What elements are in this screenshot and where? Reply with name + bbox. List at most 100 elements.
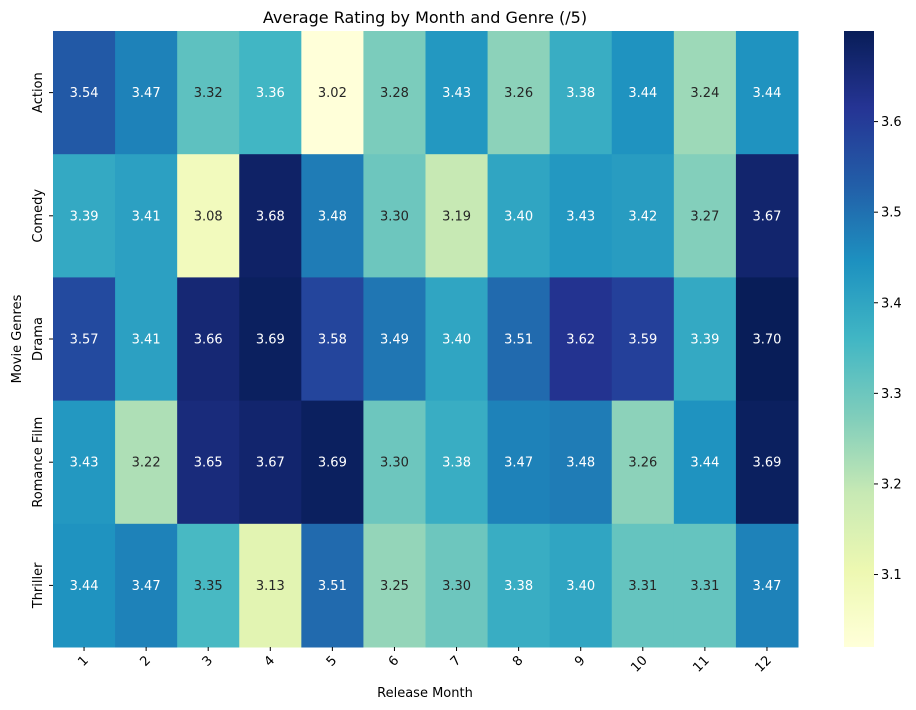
cell-value-label: 3.38 <box>504 579 533 594</box>
x-axis-ticks: 1 2 3 4 5 6 7 8 9 10 11 12 <box>75 647 775 676</box>
heatmap-cell <box>115 31 178 155</box>
cell-value-label: 3.08 <box>194 209 223 224</box>
cell-value-label: 3.13 <box>256 579 285 594</box>
heatmap-cells: 3.54 3.47 3.32 3.36 3.02 3.28 3.43 3.26 3.38 3.44… <box>53 31 799 648</box>
heatmap-cell <box>53 277 116 402</box>
heatmap-cell <box>611 277 675 402</box>
cell-value-label: 3.58 <box>318 333 347 348</box>
cell-value-label: 3.30 <box>380 209 409 224</box>
cell-value-label: 3.70 <box>752 333 781 348</box>
chart-title: Average Rating by Month and Genre (/5) <box>263 8 587 27</box>
heatmap-cell <box>177 523 240 648</box>
heatmap-cell <box>301 154 364 278</box>
cell-value-label: 3.48 <box>566 456 595 471</box>
y-tick-label: Thriller <box>31 562 46 609</box>
cell-value-label: 3.49 <box>380 333 409 348</box>
heatmap-cell <box>611 31 675 155</box>
cell-value-label: 3.65 <box>194 456 223 471</box>
heatmap-cell <box>735 400 799 525</box>
cell-value-label: 3.47 <box>752 579 781 594</box>
colorbar-tick-label: 3.3 <box>881 387 902 402</box>
x-tick-label: 10 <box>628 653 650 675</box>
cell-value-label: 3.44 <box>628 86 657 101</box>
heatmap-cell <box>487 400 551 525</box>
heatmap-cell <box>425 277 489 402</box>
heatmap-cell <box>239 154 302 278</box>
cell-value-label: 3.44 <box>70 579 99 594</box>
cell-value-label: 3.66 <box>194 333 223 348</box>
cell-value-label: 3.26 <box>628 456 657 471</box>
heatmap-cell <box>425 31 489 155</box>
heatmap-cell <box>177 400 240 525</box>
cell-value-label: 3.54 <box>70 86 99 101</box>
cell-value-label: 3.43 <box>442 86 471 101</box>
cell-value-label: 3.39 <box>70 209 99 224</box>
heatmap-cell <box>735 523 799 648</box>
y-tick-label: Action <box>31 72 46 113</box>
cell-value-label: 3.47 <box>132 86 161 101</box>
cell-value-label: 3.44 <box>752 86 781 101</box>
cell-value-label: 3.57 <box>70 333 99 348</box>
cell-value-label: 3.59 <box>628 333 657 348</box>
cell-value-label: 3.24 <box>690 86 719 101</box>
heatmap-cell <box>735 277 799 402</box>
cell-value-label: 3.47 <box>504 456 533 471</box>
cell-value-label: 3.27 <box>690 209 719 224</box>
cell-value-label: 3.69 <box>318 456 347 471</box>
heatmap-cell <box>735 31 799 155</box>
x-tick-label: 3 <box>200 653 216 669</box>
colorbar-tick-label: 3.1 <box>881 568 902 583</box>
cell-value-label: 3.62 <box>566 333 595 348</box>
heatmap-cell <box>487 523 551 648</box>
cell-value-label: 3.47 <box>132 579 161 594</box>
heatmap-cell <box>115 154 178 278</box>
cell-value-label: 3.69 <box>752 456 781 471</box>
cell-value-label: 3.51 <box>504 333 533 348</box>
colorbar <box>844 31 874 647</box>
cell-value-label: 3.39 <box>690 333 719 348</box>
cell-value-label: 3.26 <box>504 86 533 101</box>
heatmap-cell <box>239 400 302 525</box>
heatmap-cell <box>549 277 613 402</box>
heatmap-cell <box>53 154 116 278</box>
heatmap-cell <box>177 154 240 278</box>
y-axis-ticks: Action Comedy Drama Romance Film Thriller <box>31 72 53 609</box>
heatmap-cell <box>301 277 364 402</box>
cell-value-label: 3.19 <box>442 209 471 224</box>
cell-value-label: 3.67 <box>752 209 781 224</box>
cell-value-label: 3.51 <box>318 579 347 594</box>
heatmap-cell <box>673 277 737 402</box>
cell-value-label: 3.02 <box>318 86 347 101</box>
colorbar-tick-label: 3.4 <box>881 296 902 311</box>
heatmap-cell <box>549 154 613 278</box>
cell-value-label: 3.32 <box>194 86 223 101</box>
heatmap-cell <box>363 154 426 278</box>
heatmap-cell <box>53 31 116 155</box>
colorbar-tick-label: 3.6 <box>881 115 902 130</box>
heatmap-cell <box>487 277 551 402</box>
y-tick-label: Comedy <box>31 189 46 243</box>
cell-value-label: 3.48 <box>318 209 347 224</box>
heatmap-cell <box>487 154 551 278</box>
heatmap-cell <box>363 277 426 402</box>
cell-value-label: 3.41 <box>132 333 161 348</box>
heatmap-cell <box>115 400 178 525</box>
heatmap-cell <box>673 31 737 155</box>
cell-value-label: 3.68 <box>256 209 285 224</box>
heatmap-cell <box>363 31 426 155</box>
cell-value-label: 3.22 <box>132 456 161 471</box>
heatmap-cell <box>177 277 240 402</box>
x-tick-label: 2 <box>137 653 153 669</box>
cell-value-label: 3.40 <box>566 579 595 594</box>
heatmap-cell <box>239 523 302 648</box>
heatmap-cell <box>735 154 799 278</box>
cell-value-label: 3.43 <box>70 456 99 471</box>
x-tick-label: 4 <box>262 653 278 669</box>
cell-value-label: 3.67 <box>256 456 285 471</box>
x-tick-label: 5 <box>324 653 340 669</box>
x-tick-label: 12 <box>752 653 774 675</box>
heatmap-cell <box>363 523 426 648</box>
heatmap-cell <box>673 154 737 278</box>
x-tick-label: 6 <box>386 653 402 669</box>
